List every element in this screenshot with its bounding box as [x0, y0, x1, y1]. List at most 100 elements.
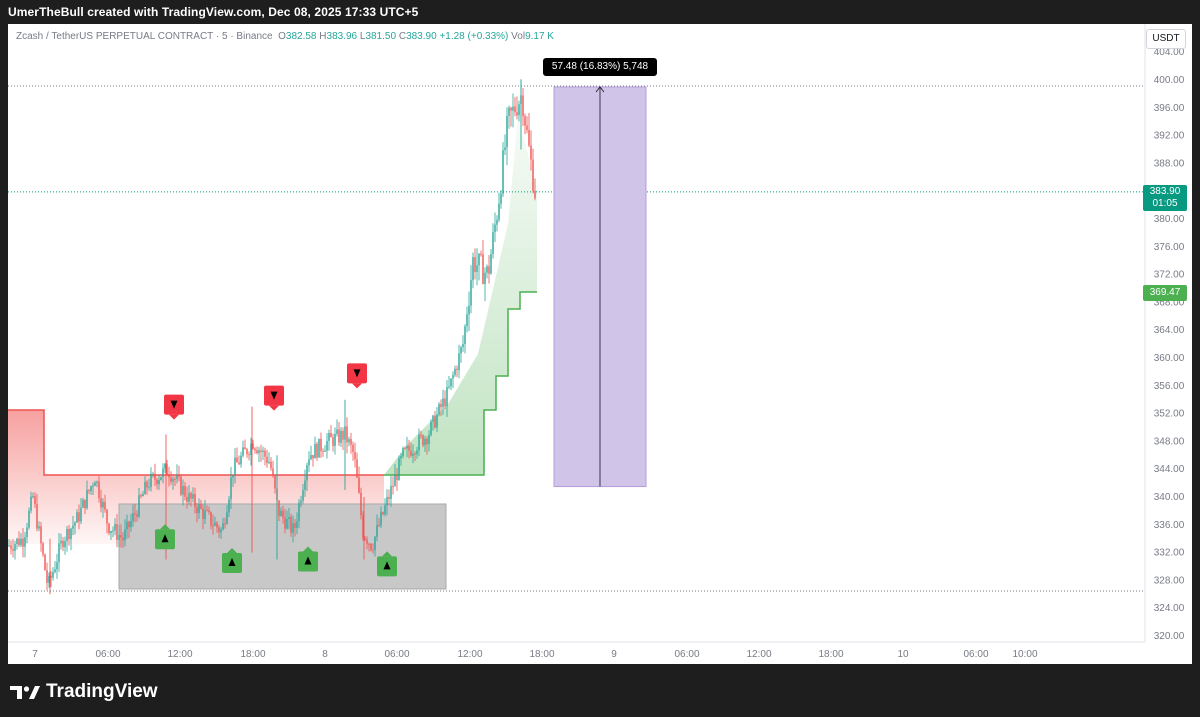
candle-body — [202, 508, 204, 520]
candle-body — [102, 501, 104, 508]
buy-marker-pointer — [382, 551, 392, 557]
candle-body — [406, 445, 408, 449]
candle-body — [414, 453, 416, 455]
candle-body — [418, 434, 420, 451]
candle-body — [524, 116, 526, 126]
candle-body — [94, 482, 96, 486]
candle-body — [340, 430, 342, 443]
candle-body — [300, 500, 302, 503]
candle-body — [172, 478, 174, 482]
candle-body — [436, 414, 438, 428]
candlestick-series — [8, 79, 536, 595]
candle-body — [244, 447, 246, 450]
candle-body — [236, 457, 238, 463]
price-tick-label: 360.00 — [1154, 353, 1185, 364]
candle-body — [104, 501, 106, 510]
candle-body — [42, 543, 44, 555]
resistance-band-line — [8, 409, 384, 476]
time-tick-label: 18:00 — [240, 649, 265, 660]
candle-body — [190, 492, 192, 499]
candle-body — [148, 487, 150, 489]
candle-body — [76, 512, 78, 523]
candle-body — [430, 421, 432, 435]
currency-button[interactable]: USDT — [1146, 29, 1186, 49]
candle-body — [438, 404, 440, 415]
candle-body — [168, 474, 170, 478]
candle-body — [296, 521, 298, 528]
candle-body — [264, 450, 266, 457]
candle-body — [108, 523, 110, 534]
candle-body — [522, 95, 524, 117]
candle-body — [254, 448, 256, 451]
price-tick-label: 348.00 — [1154, 436, 1185, 447]
candle-body — [248, 454, 250, 456]
candle-body — [226, 512, 228, 524]
sell-arrow-icon — [170, 400, 178, 409]
symbol-legend[interactable]: Zcash / TetherUS PERPETUAL CONTRACT · 5 … — [16, 31, 554, 42]
candle-body — [440, 404, 442, 408]
candle-body — [256, 450, 258, 454]
candle-body — [372, 549, 374, 551]
candle-body — [200, 504, 202, 509]
price-tick-label: 368.00 — [1154, 297, 1185, 308]
candle-body — [370, 543, 372, 550]
candle-body — [494, 224, 496, 233]
candle-body — [210, 511, 212, 526]
candle-body — [412, 453, 414, 456]
measure-tool[interactable] — [553, 86, 647, 488]
candle-body — [428, 434, 430, 445]
price-chart[interactable]: 404.00400.00396.00392.00388.00384.00380.… — [8, 24, 1192, 664]
candle-body — [126, 521, 128, 530]
open-label: O — [278, 31, 286, 42]
tradingview-logo[interactable]: TradingView — [10, 681, 158, 703]
brand-name: TradingView — [46, 681, 158, 702]
candle-body — [266, 456, 268, 463]
candle-body — [404, 447, 406, 449]
candle-body — [64, 540, 66, 548]
price-tick-label: 404.00 — [1154, 47, 1185, 58]
price-tick-label: 336.00 — [1154, 520, 1185, 531]
candle-body — [376, 525, 378, 537]
candle-body — [52, 572, 54, 578]
candle-body — [470, 280, 472, 306]
symbol-name[interactable]: Zcash / TetherUS PERPETUAL CONTRACT · 5 … — [16, 31, 273, 42]
candle-body — [326, 440, 328, 451]
candle-body — [178, 474, 180, 477]
supertrend-bands — [8, 116, 537, 544]
candle-body — [242, 447, 244, 456]
candle-body — [112, 530, 114, 532]
candle-body — [160, 477, 162, 480]
candle-body — [40, 526, 42, 544]
candle-body — [334, 433, 336, 446]
candle-body — [60, 540, 62, 544]
candle-body — [518, 104, 520, 116]
time-tick-label: 18:00 — [529, 649, 554, 660]
measure-arrow-head — [595, 86, 605, 93]
buy-arrow-icon — [383, 561, 391, 570]
price-axis[interactable]: 404.00400.00396.00392.00388.00384.00380.… — [1154, 47, 1185, 642]
candle-body — [48, 576, 50, 583]
candle-body — [364, 538, 366, 540]
time-axis[interactable]: 7 06:00 12:00 18:00 8 06:00 12:00 18:00 9 06:00 12… — [32, 649, 1038, 660]
candle-body — [80, 507, 82, 522]
candle-body — [502, 150, 504, 194]
candle-body — [150, 473, 152, 488]
candle-body — [118, 535, 120, 540]
time-tick-label: 10:00 — [1012, 649, 1037, 660]
sell-marker-pointer — [352, 383, 362, 389]
candle-body — [416, 450, 418, 455]
time-tick-label: 06:00 — [963, 649, 988, 660]
candle-body — [240, 455, 242, 465]
candle-body — [330, 432, 332, 438]
candle-body — [238, 462, 240, 465]
candle-body — [460, 347, 462, 354]
candle-body — [134, 513, 136, 515]
candle-body — [124, 529, 126, 541]
candle-body — [352, 444, 354, 452]
candle-body — [222, 523, 224, 530]
buy-marker-pointer — [160, 524, 170, 530]
candle-body — [258, 450, 260, 454]
candle-body — [452, 375, 454, 379]
candle-body — [468, 305, 470, 315]
candle-body — [50, 576, 52, 578]
